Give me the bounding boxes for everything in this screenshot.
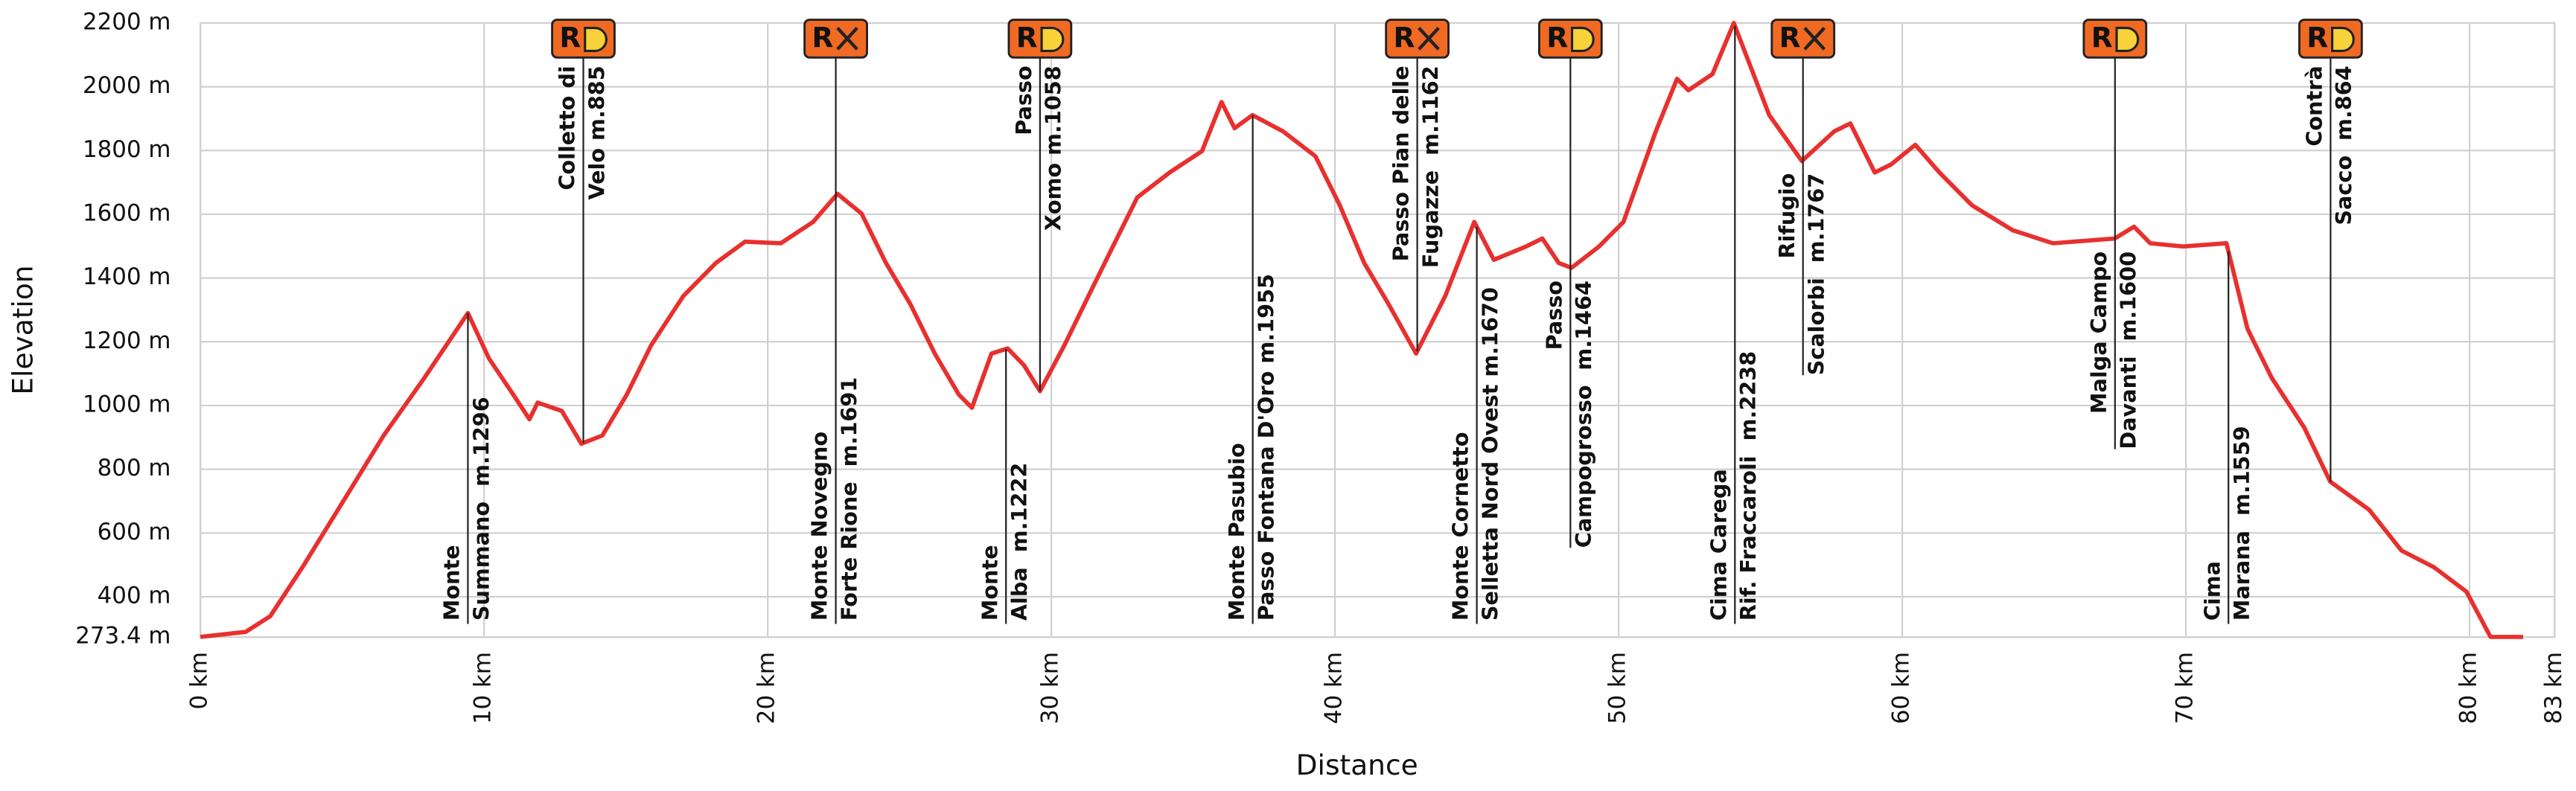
refuge-icon: R bbox=[2298, 19, 2363, 59]
icon-open bbox=[1040, 27, 1065, 52]
x-tick-label: 30 km bbox=[1037, 652, 1064, 724]
y-tick-label: 2200 m bbox=[83, 8, 170, 35]
waypoint-label: Summano m.1296 bbox=[468, 397, 494, 621]
icon-open bbox=[2331, 27, 2355, 52]
waypoint-label: Campogrosso m.1464 bbox=[1571, 281, 1596, 548]
icon-closed bbox=[836, 27, 858, 51]
waypoint: Rifugio Scalorbi m.1767 R bbox=[1770, 19, 1836, 376]
icon-letter: R bbox=[812, 21, 833, 54]
x-tick-label: 70 km bbox=[2172, 652, 2199, 724]
waypoint-label: Passo bbox=[1541, 281, 1566, 350]
elevation-line bbox=[200, 21, 2524, 639]
waypoint-label: Scalorbi m.1767 bbox=[1804, 173, 1829, 376]
x-tick-label: 80 km bbox=[2455, 652, 2482, 724]
y-tick-label: 1800 m bbox=[83, 136, 170, 163]
icon-letter: R bbox=[2306, 21, 2328, 54]
refuge-icon: R bbox=[2082, 19, 2148, 59]
waypoint-label: Monte bbox=[977, 545, 1002, 621]
x-tick-label: 20 km bbox=[753, 652, 780, 724]
waypoint: Monte Summano m.1296 bbox=[439, 313, 494, 624]
y-tick-label: 1200 m bbox=[83, 327, 170, 354]
refuge-icon: R bbox=[551, 19, 616, 59]
y-tick-label: 600 m bbox=[98, 519, 171, 545]
icon-letter: R bbox=[1546, 21, 1568, 54]
icon-open bbox=[584, 27, 608, 52]
icon-open bbox=[2115, 27, 2140, 52]
x-tick-label: 40 km bbox=[1321, 652, 1348, 724]
refuge-icon: R bbox=[1537, 19, 1603, 59]
waypoint-label: Passo Pian delle bbox=[1389, 65, 1414, 261]
icon-box bbox=[1770, 19, 1836, 59]
plot bbox=[200, 21, 2524, 639]
y-tick-label: 2000 m bbox=[83, 72, 170, 99]
x-tick-label: 83 km bbox=[2540, 652, 2567, 724]
waypoint-label: Monte Novegno bbox=[807, 432, 832, 621]
x-axis-title: Distance bbox=[1296, 749, 1418, 781]
y-tick-label: 1000 m bbox=[83, 391, 170, 417]
waypoint-label: Fugazze m.1162 bbox=[1418, 65, 1443, 268]
refuge-icon: R bbox=[803, 19, 868, 59]
x-tick-label: 0 km bbox=[186, 652, 213, 709]
waypoint-label: Monte Pasubio bbox=[1224, 443, 1249, 621]
y-tick-label: 800 m bbox=[98, 455, 171, 481]
waypoint-label: Passo Fontana D'Oro m.1955 bbox=[1253, 274, 1278, 621]
waypoint-label: Selletta Nord Ovest m.1670 bbox=[1477, 287, 1502, 621]
waypoint-label: Marana m.1559 bbox=[2229, 426, 2254, 621]
waypoint: Passo Campogrosso m.1464 R bbox=[1537, 19, 1603, 548]
waypoint-label: Monte bbox=[439, 545, 465, 621]
refuge-icon: R bbox=[1770, 19, 1836, 59]
waypoint-label: Rifugio bbox=[1774, 173, 1799, 259]
icon-letter: R bbox=[2091, 21, 2113, 54]
waypoint: Monte Alba m.1222 bbox=[977, 349, 1032, 624]
y-tick-label: 1400 m bbox=[83, 263, 170, 290]
x-tick-label: 50 km bbox=[1604, 652, 1631, 724]
waypoint-label: Xomo m.1058 bbox=[1041, 65, 1066, 231]
waypoint-label: Colletto di bbox=[555, 65, 580, 190]
waypoint-label: Contrà bbox=[2301, 65, 2327, 146]
refuge-icon: R bbox=[1385, 19, 1450, 59]
icon-closed bbox=[1418, 27, 1440, 51]
icon-letter: R bbox=[1393, 21, 1415, 54]
icon-box bbox=[1385, 19, 1450, 59]
x-tick-label: 60 km bbox=[1888, 652, 1915, 724]
waypoint: Malga Campo Davanti m.1600 R bbox=[2082, 19, 2148, 449]
y-axis-title: Elevation bbox=[7, 265, 39, 394]
icon-box bbox=[803, 19, 868, 59]
waypoint-label: Sacco m.864 bbox=[2331, 65, 2356, 225]
x-tick-label: 10 km bbox=[470, 652, 497, 724]
waypoint-label: Forte Rione m.1691 bbox=[836, 377, 861, 621]
waypoint: Cima Marana m.1559 bbox=[2199, 251, 2254, 624]
refuge-icon: R bbox=[1007, 19, 1073, 59]
icon-letter: R bbox=[1016, 21, 1038, 54]
waypoint: Monte Pasubio Passo Fontana D'Oro m.1955 bbox=[1224, 115, 1278, 624]
grid: 273.4 m 400 m 600 m 800 m 1000 m 1200 m 1400 m… bbox=[75, 8, 2567, 724]
waypoint: Monte Cornetto Selletta Nord Ovest m.1670 bbox=[1448, 226, 1502, 624]
icon-closed bbox=[1803, 27, 1826, 51]
waypoint: Cima Carega Rif. Fraccaroli m.2238 bbox=[1706, 25, 1761, 624]
waypoint-label: Davanti m.1600 bbox=[2116, 252, 2141, 449]
waypoint-label: Cima bbox=[2199, 561, 2225, 621]
y-tick-label: 400 m bbox=[98, 582, 171, 609]
waypoint-label: Alba m.1222 bbox=[1007, 463, 1032, 621]
waypoint: Monte Novegno Forte Rione m.1691 R bbox=[803, 19, 868, 624]
y-tick-label: 1600 m bbox=[83, 199, 170, 226]
icon-open bbox=[1570, 27, 1595, 52]
icon-letter: R bbox=[559, 21, 581, 54]
waypoint-label: Velo m.885 bbox=[584, 65, 609, 199]
icon-letter: R bbox=[1779, 21, 1801, 54]
waypoint-label: Monte Cornetto bbox=[1448, 432, 1473, 621]
y-tick-label: 273.4 m bbox=[75, 623, 170, 650]
waypoint-label: Rif. Fraccaroli m.2238 bbox=[1735, 351, 1761, 621]
waypoint-label: Malga Campo bbox=[2086, 252, 2111, 414]
plot-frame bbox=[200, 22, 2556, 638]
waypoint-label: Passo bbox=[1011, 65, 1036, 135]
waypoint-label: Cima Carega bbox=[1706, 469, 1731, 621]
